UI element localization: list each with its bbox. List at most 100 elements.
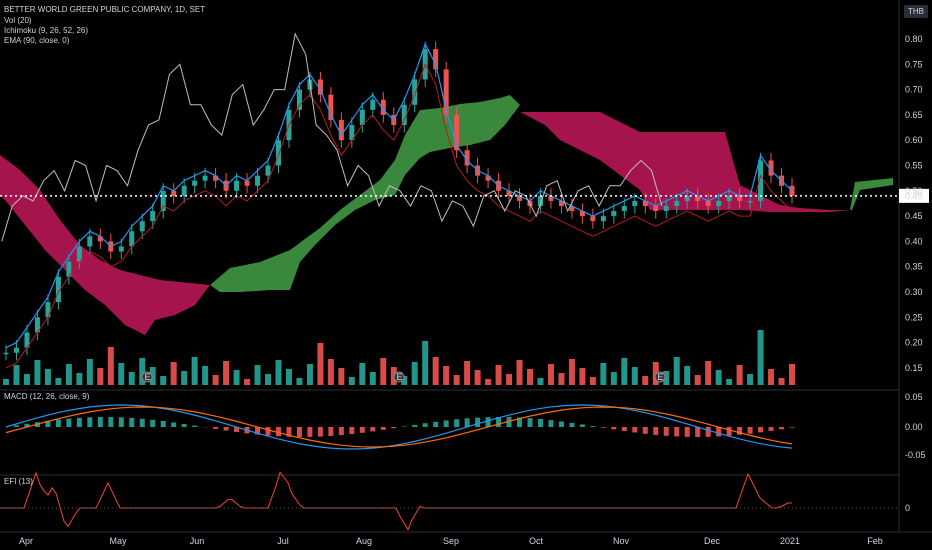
candle-body [213, 175, 219, 181]
volume-bar [411, 362, 418, 385]
macd-histogram-bar [579, 424, 585, 427]
price-tick: 0.20 [905, 338, 923, 348]
volume-bar [757, 330, 764, 385]
volume-bar [23, 374, 30, 385]
macd-histogram-bar [265, 427, 271, 436]
volume-bar [13, 365, 20, 385]
macd-legend[interactable]: MACD (12, 26, close, 9) [4, 392, 90, 401]
currency-badge[interactable]: THB [904, 5, 928, 18]
time-axis-label: May [109, 536, 127, 546]
candle-body [3, 352, 9, 355]
macd-histogram-bar [139, 418, 145, 427]
volume-bar [338, 368, 345, 385]
time-axis-label: Oct [529, 536, 544, 546]
candle-body [716, 200, 722, 206]
candle-body [66, 261, 72, 277]
candle-body [454, 114, 460, 151]
volume-bar [380, 358, 387, 385]
candle-body [674, 200, 680, 206]
macd-histogram-bar [695, 427, 701, 437]
macd-histogram-bar [97, 417, 103, 427]
macd-histogram-bar [590, 426, 596, 427]
volume-bar [736, 365, 743, 385]
macd-histogram-bar [768, 427, 774, 431]
volume-bar [589, 377, 596, 385]
volume-bar [673, 357, 680, 385]
time-axis-label: Nov [613, 536, 630, 546]
volume-bar [401, 376, 408, 385]
candle-body [359, 109, 365, 126]
candle-body [443, 69, 449, 115]
volume-bar [128, 372, 135, 385]
candle-body [705, 200, 711, 206]
time-axis-label: Aug [356, 536, 372, 546]
volume-bar [726, 379, 733, 385]
macd-histogram-bar [24, 423, 30, 427]
volume-bar [275, 360, 282, 385]
macd-histogram-bar [464, 418, 470, 427]
candle-body [244, 180, 250, 186]
macd-histogram-bar [496, 417, 502, 427]
candle-body [558, 200, 564, 206]
volume-bar [97, 368, 104, 385]
candle-body [328, 94, 334, 120]
volume-bar [789, 364, 795, 385]
candle-body [76, 246, 82, 262]
ema-legend[interactable]: EMA (90, close, 0) [4, 36, 70, 45]
vol-legend[interactable]: Vol (20) [4, 16, 32, 25]
macd-histogram-bar [632, 427, 638, 433]
macd-histogram-bar [76, 417, 82, 427]
price-tick: 0.35 [905, 262, 923, 272]
volume-bar [495, 365, 502, 385]
volume-bar [474, 370, 481, 385]
volume-bar [296, 378, 303, 385]
candle-body [13, 347, 19, 353]
macd-histogram-bar [705, 427, 711, 437]
candle-body [24, 332, 30, 348]
volume-bar [317, 343, 324, 385]
macd-histogram-bar [13, 425, 19, 427]
candle-body [758, 160, 764, 201]
ichimoku-legend[interactable]: Ichimoku (9, 26, 52, 26) [4, 26, 89, 35]
signal-line [5, 406, 793, 448]
macd-tick: -0.05 [905, 450, 926, 460]
candle-body [517, 195, 523, 201]
macd-histogram-bar [747, 427, 753, 434]
candle-body [192, 180, 198, 186]
volume-bar [631, 367, 638, 385]
macd-histogram-bar [296, 427, 302, 437]
candle-body [317, 79, 323, 95]
price-tick: 0.45 [905, 211, 923, 221]
macd-line [5, 404, 793, 450]
candle-body [737, 195, 743, 201]
volume-bar [107, 347, 114, 385]
event-marker [393, 371, 405, 383]
volume-bar [642, 376, 649, 385]
candle-body [485, 175, 491, 181]
macd-histogram-bar [160, 421, 166, 427]
candle-body [600, 216, 606, 222]
macd-histogram-bar [171, 422, 177, 427]
candle-body [537, 195, 543, 206]
volume-bar [506, 374, 513, 385]
macd-histogram-bar [779, 427, 785, 430]
price-tick: 0.15 [905, 363, 923, 373]
volume-bar [285, 369, 292, 385]
volume-bar [485, 379, 492, 385]
price-tick: 0.65 [905, 110, 923, 120]
time-axis-label: Jun [190, 536, 205, 546]
candle-body [401, 104, 407, 126]
chart-title: BETTER WORLD GREEN PUBLIC COMPANY, 1D, S… [4, 5, 206, 14]
efi-legend[interactable]: EFI (13) [4, 477, 33, 486]
macd-histogram-bar [548, 420, 554, 427]
volume-bar [432, 357, 439, 385]
candle-body [97, 236, 103, 242]
macd-histogram-bar [401, 426, 407, 427]
price-tick: 0.55 [905, 161, 923, 171]
candle-body [349, 125, 355, 141]
volume-bar [359, 363, 366, 385]
candle-body [160, 190, 166, 212]
macd-histogram-bar [726, 427, 732, 436]
time-axis-label: Dec [704, 536, 721, 546]
volume-bar [369, 372, 376, 385]
